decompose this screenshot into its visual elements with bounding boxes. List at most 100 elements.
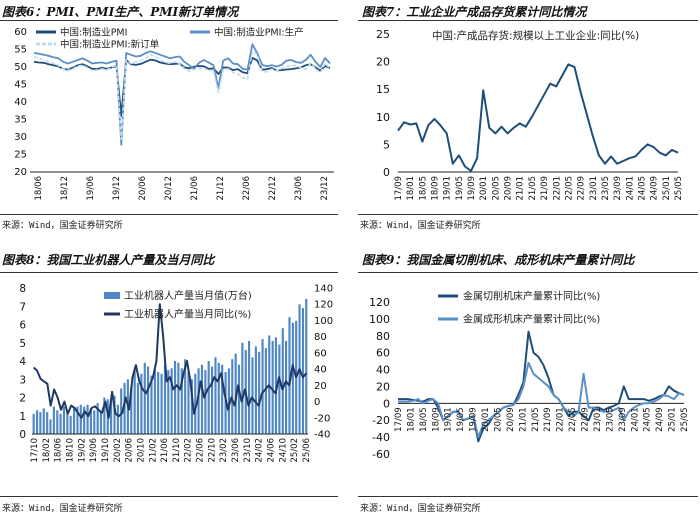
y-tick-label: 55 bbox=[14, 45, 27, 56]
x-tick-label: 22/09 bbox=[581, 407, 591, 432]
y-right-tick-label: 40 bbox=[314, 365, 327, 376]
bar bbox=[221, 364, 224, 434]
source-divider bbox=[0, 214, 338, 215]
series-line bbox=[33, 57, 331, 117]
bar bbox=[264, 348, 267, 434]
x-tick-label: 19/05 bbox=[455, 176, 465, 201]
chart-panel-9: 图表9：我国金属切削机床、成形机床产量累计同比 -60 -40 -20 0 20 40 60… bbox=[358, 253, 700, 518]
x-tick-label: 18/09 bbox=[431, 407, 441, 432]
chart-source-7: 来源：Wind，国金证券研究所 bbox=[360, 221, 481, 231]
title-divider bbox=[0, 272, 338, 273]
x-tick-label: 20/02 bbox=[113, 438, 123, 463]
x-tick-label: 24/10 bbox=[278, 438, 288, 463]
bar bbox=[62, 406, 66, 434]
pmi-chart: 20 25 30 35 40 45 50 55 60 18/06 18/12 19/06 19/12 20… bbox=[14, 27, 334, 201]
legend-label: 工业机器人产量当月值(万台) bbox=[124, 289, 252, 302]
x-tick-label: 22/10 bbox=[207, 438, 217, 463]
bar bbox=[254, 346, 257, 434]
series-line bbox=[397, 63, 679, 172]
x-tick-label: 18/06 bbox=[54, 438, 64, 463]
bar bbox=[150, 375, 153, 434]
x-tick-label: 22/12 bbox=[268, 176, 278, 201]
x-tick-label: 24/05 bbox=[637, 176, 647, 201]
x-tick-label: 20/01 bbox=[479, 176, 489, 201]
x-tick-label: 21/09 bbox=[540, 176, 550, 201]
y-tick-label: 100 bbox=[369, 313, 390, 326]
chart-title-8: 图表8：我国工业机器人产量及当月同比 bbox=[2, 253, 215, 267]
x-tick-label: 25/02 bbox=[290, 438, 300, 463]
y-tick-label: 40 bbox=[376, 364, 390, 377]
x-tick-label: 18/06 bbox=[34, 176, 44, 201]
bar bbox=[248, 340, 251, 434]
bar bbox=[52, 406, 55, 434]
x-tick-label: 21/05 bbox=[528, 176, 538, 201]
bar bbox=[133, 370, 136, 434]
y-right-tick-label: 120 bbox=[314, 300, 333, 311]
y-tick-label: 40 bbox=[14, 97, 27, 108]
y-tick-label: 15 bbox=[376, 83, 390, 96]
bar bbox=[36, 410, 39, 434]
bar bbox=[103, 397, 106, 434]
x-tick-label: 24/01 bbox=[630, 407, 640, 432]
x-tick-label: 25/01 bbox=[662, 176, 672, 201]
bar bbox=[76, 406, 79, 434]
y-tick-label: -60 bbox=[372, 448, 390, 461]
bar bbox=[120, 388, 123, 434]
bar bbox=[79, 404, 82, 434]
x-tick-label: 17/10 bbox=[30, 438, 40, 463]
bar bbox=[200, 364, 204, 434]
source-divider bbox=[358, 496, 698, 497]
y-left-tick-label: 4 bbox=[19, 356, 26, 368]
x-tick-label: 19/09 bbox=[467, 176, 477, 201]
y-tick-label: 25 bbox=[376, 28, 390, 41]
y-tick-label: 80 bbox=[376, 330, 390, 343]
legend-label: 工业机器人产量当月同比(%) bbox=[124, 308, 251, 321]
bar bbox=[177, 362, 180, 434]
legend-label: 中国:产成品存货:规模以上工业企业:同比(%) bbox=[432, 29, 639, 42]
bar bbox=[207, 361, 210, 434]
bar bbox=[231, 359, 234, 434]
bar bbox=[214, 357, 217, 434]
x-tick-label: 24/06 bbox=[267, 438, 277, 463]
bar bbox=[278, 344, 281, 434]
x-tick-label: 20/01 bbox=[481, 407, 491, 432]
bar bbox=[59, 413, 62, 434]
bar bbox=[73, 408, 76, 434]
x-tick-label: 20/09 bbox=[506, 407, 516, 432]
y-tick-label: 60 bbox=[376, 347, 390, 360]
y-tick-label: 20 bbox=[376, 380, 390, 393]
bar bbox=[204, 370, 207, 434]
y-tick-label: 35 bbox=[14, 115, 27, 126]
bar bbox=[46, 412, 49, 434]
source-divider bbox=[358, 214, 698, 215]
bar bbox=[110, 401, 113, 434]
bar bbox=[190, 379, 193, 435]
x-tick-label: 17/09 bbox=[394, 407, 404, 432]
bar bbox=[288, 317, 291, 434]
bar bbox=[211, 366, 214, 434]
x-tick-label: 22/01 bbox=[556, 407, 566, 432]
bar bbox=[130, 386, 133, 434]
x-tick-label: 20/05 bbox=[493, 407, 503, 432]
bar bbox=[160, 373, 163, 434]
x-tick-label: 23/12 bbox=[320, 176, 330, 201]
x-tick-label: 18/05 bbox=[419, 407, 429, 432]
bar bbox=[285, 340, 288, 434]
x-tick-label: 25/05 bbox=[674, 176, 684, 201]
x-tick-label: 22/01 bbox=[552, 176, 562, 201]
bar bbox=[49, 419, 52, 434]
y-right-tick-label: 140 bbox=[314, 284, 333, 295]
bar bbox=[136, 382, 140, 434]
x-tick-label: 23/02 bbox=[219, 438, 229, 463]
x-tick-label: 22/05 bbox=[564, 176, 574, 201]
bar bbox=[274, 337, 278, 434]
chart-panel-6: 图表6：PMI、PMI生产、PMI新订单情况 20 25 30 35 40 45 50 55 6… bbox=[0, 0, 340, 259]
x-tick-label: 20/12 bbox=[164, 176, 174, 201]
bar bbox=[227, 368, 230, 434]
y-tick-label: 0 bbox=[383, 166, 390, 179]
bar bbox=[140, 373, 143, 434]
bar bbox=[261, 339, 264, 434]
bar bbox=[180, 368, 183, 434]
bar bbox=[170, 368, 173, 434]
